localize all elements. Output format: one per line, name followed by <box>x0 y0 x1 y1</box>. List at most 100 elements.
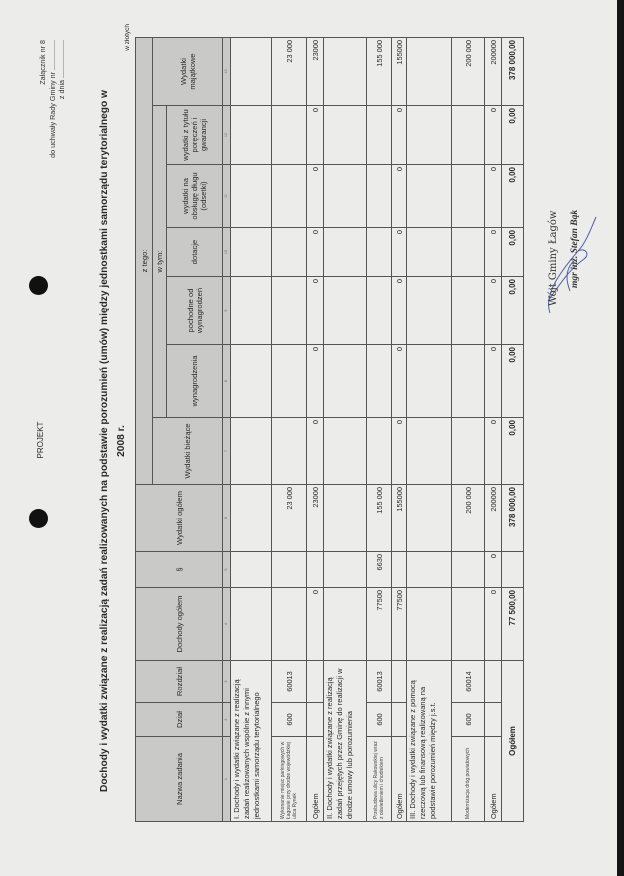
empty-cell <box>406 551 452 588</box>
empty-cell <box>323 37 367 106</box>
value-cell: 0 <box>306 276 324 345</box>
empty-cell <box>406 587 452 661</box>
value-cell <box>366 417 392 485</box>
grand-total-value: 378 000,00 <box>501 484 524 552</box>
value-cell: 155000 <box>391 484 407 552</box>
column-number: 10 <box>222 227 231 277</box>
rozdzial-code: 60013 <box>366 660 392 703</box>
grand-total-value: 0,00 <box>501 227 524 277</box>
attachment-note: Załącznik nr 8 do uchwały Rady Gminy nr … <box>38 40 67 158</box>
grand-total-value: 378 000,00 <box>501 37 524 106</box>
empty-cell <box>323 551 367 588</box>
empty-cell <box>323 227 367 277</box>
punch-hole <box>29 276 48 295</box>
empty-cell <box>230 105 272 165</box>
value-cell: 0 <box>306 417 324 485</box>
column-header: Wydatki majątkowe <box>152 37 223 106</box>
column-number: 6 <box>222 484 231 552</box>
empty-cell <box>406 164 452 228</box>
value-cell <box>271 344 307 418</box>
value-cell <box>271 587 307 661</box>
column-number: 3 <box>222 660 231 703</box>
value-cell: 0 <box>391 344 407 418</box>
value-cell: 0 <box>484 417 502 485</box>
empty-cell <box>230 37 272 106</box>
value-cell: 0 <box>484 227 502 277</box>
column-header: Wydatki bieżące <box>152 417 223 485</box>
title-line-2: 2008 r. <box>116 425 127 457</box>
value-cell: 155000 <box>391 37 407 106</box>
column-number: 7 <box>222 417 231 485</box>
dzial-code <box>391 702 407 737</box>
section-title: I. Dochody i wydatki związane z realizac… <box>230 660 272 822</box>
column-number: 1 <box>222 736 231 822</box>
value-cell <box>451 164 485 228</box>
signature-title: Wójt Gminy Łagów <box>548 210 559 307</box>
section-row: III. Dochody i wydatki związane z pomocą… <box>406 37 452 822</box>
empty-cell <box>323 417 367 485</box>
value-cell <box>451 551 485 588</box>
rozdzial-code <box>484 660 502 703</box>
value-cell <box>366 105 392 165</box>
value-cell: 0 <box>306 164 324 228</box>
signature-name: mgr inż. Stefan Bąk <box>570 209 580 288</box>
dzial-code: 600 <box>271 702 307 737</box>
value-cell: 0 <box>484 276 502 345</box>
rozdzial-code <box>306 660 324 703</box>
grand-total-value: 0,00 <box>501 276 524 345</box>
empty-cell <box>230 587 272 661</box>
item-row: Modernizacja dróg powiatowych 600 60014 200… <box>451 37 485 822</box>
empty-cell <box>323 164 367 228</box>
rozdzial-code <box>391 660 407 703</box>
value-cell <box>271 417 307 485</box>
value-cell: 0 <box>484 587 502 661</box>
value-cell <box>271 227 307 277</box>
column-number: 9 <box>222 276 231 345</box>
value-cell <box>451 587 485 661</box>
column-header: wydatki z tytułu poręczeń i gwarancji <box>166 105 223 165</box>
value-cell <box>271 164 307 228</box>
empty-cell <box>230 227 272 277</box>
column-header: Wydatki ogółem <box>135 484 223 552</box>
column-header: § <box>135 551 223 588</box>
value-cell: 0 <box>306 587 324 661</box>
draft-label: PROJEKT <box>36 421 45 459</box>
resolution-date: z dnia ................... <box>57 40 66 100</box>
column-number: 5 <box>222 551 231 588</box>
empty-cell <box>406 105 452 165</box>
title-line-1: Dochody i wydatki związane z realizacją … <box>99 90 110 792</box>
currency-unit: w złotych <box>124 24 131 51</box>
value-cell: 6630 <box>366 551 392 588</box>
dzial-code <box>484 702 502 737</box>
header-row-group: Nazwa zadania Dział Rozdział Dochody ogółem… <box>135 37 223 822</box>
value-cell: 23 000 <box>271 484 307 552</box>
empty-cell <box>323 276 367 345</box>
column-header: Nazwa zadania <box>135 736 223 822</box>
punch-hole <box>29 509 48 528</box>
empty-cell <box>406 484 452 552</box>
column-header: dotacje <box>166 227 223 277</box>
subtotal-label: Ogółem <box>306 736 324 822</box>
empty-cell <box>406 417 452 485</box>
column-number: 4 <box>222 587 231 661</box>
column-header: pochodne od wynagrodzeń <box>166 276 223 345</box>
column-header: wynagrodzenia <box>166 344 223 418</box>
subtotal-row: Ogółem 0 23000 0 0 0 0 0 0 23000 <box>306 37 324 822</box>
grand-total-value: 0,00 <box>501 344 524 418</box>
subtotal-label: Ogółem <box>484 736 502 822</box>
grand-total-label: Ogółem <box>501 660 524 822</box>
empty-cell <box>323 484 367 552</box>
column-header: Rozdział <box>135 660 223 703</box>
empty-cell <box>230 164 272 228</box>
subtotal-row: Ogółem 77500 155000 0 0 0 0 0 0 155000 <box>391 37 407 822</box>
value-cell <box>271 276 307 345</box>
dzial-code <box>306 702 324 737</box>
scan-edge <box>617 0 624 876</box>
resolution-reference: do uchwały Rady Gminy nr ............... <box>47 40 57 158</box>
grand-total-value: 0,00 <box>501 105 524 165</box>
value-cell: 0 <box>391 105 407 165</box>
group-header-z-tego: z tego: <box>135 37 153 485</box>
section-title: III. Dochody i wydatki związane z pomocą… <box>406 660 452 822</box>
value-cell: 155 000 <box>366 484 392 552</box>
empty-cell <box>230 417 272 485</box>
